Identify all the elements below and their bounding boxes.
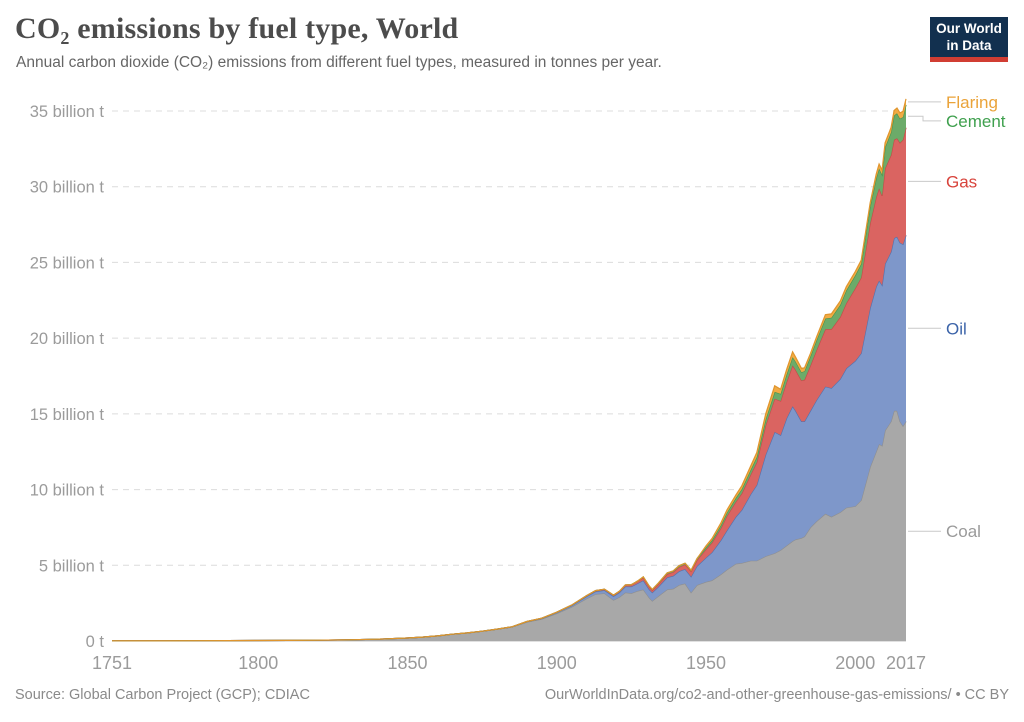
chart-footer: Source: Global Carbon Project (GCP); CDI… bbox=[15, 687, 1009, 703]
legend-connector-cement bbox=[908, 115, 941, 122]
area-outline-flaring bbox=[112, 98, 907, 642]
chart-subtitle: Annual carbon dioxide (CO₂) emissions fr… bbox=[16, 54, 662, 71]
y-axis-tick-label: 20 billion t bbox=[30, 330, 105, 348]
y-axis-tick-label: 25 billion t bbox=[30, 254, 105, 272]
series-label-cement[interactable]: Cement bbox=[946, 112, 1006, 131]
series-label-coal[interactable]: Coal bbox=[946, 522, 981, 541]
y-axis-tick-label: 5 billion t bbox=[39, 557, 105, 575]
series-label-flaring[interactable]: Flaring bbox=[946, 93, 998, 112]
y-axis-tick-label: 30 billion t bbox=[30, 179, 105, 197]
source-note: Source: Global Carbon Project (GCP); CDI… bbox=[15, 687, 310, 703]
x-axis-tick-label: 1950 bbox=[686, 653, 726, 673]
page-title: CO₂ emissions by fuel type, World bbox=[15, 12, 459, 45]
x-axis-tick-label: 1751 bbox=[92, 653, 132, 673]
license-note[interactable]: OurWorldInData.org/co2-and-other-greenho… bbox=[544, 687, 1009, 703]
x-axis-tick-label: 2000 bbox=[835, 653, 875, 673]
x-axis-tick-label: 2017 bbox=[886, 653, 926, 673]
owid-logo-line2: in Data bbox=[946, 37, 992, 53]
series-label-gas[interactable]: Gas bbox=[946, 172, 977, 191]
owid-logo-line1: Our World bbox=[936, 21, 1002, 36]
owid-logo[interactable]: Our World in Data bbox=[930, 17, 1008, 62]
y-axis-tick-label: 15 billion t bbox=[30, 406, 105, 424]
x-axis-tick-label: 1800 bbox=[238, 653, 278, 673]
series-label-oil[interactable]: Oil bbox=[946, 319, 967, 338]
x-axis-tick-label: 1900 bbox=[537, 653, 577, 673]
x-axis-tick-label: 1850 bbox=[387, 653, 427, 673]
area-coal[interactable] bbox=[112, 410, 906, 641]
y-axis-tick-label: 10 billion t bbox=[30, 482, 105, 500]
y-axis-tick-label: 35 billion t bbox=[30, 103, 105, 121]
y-axis-tick-label: 0 t bbox=[86, 633, 105, 651]
